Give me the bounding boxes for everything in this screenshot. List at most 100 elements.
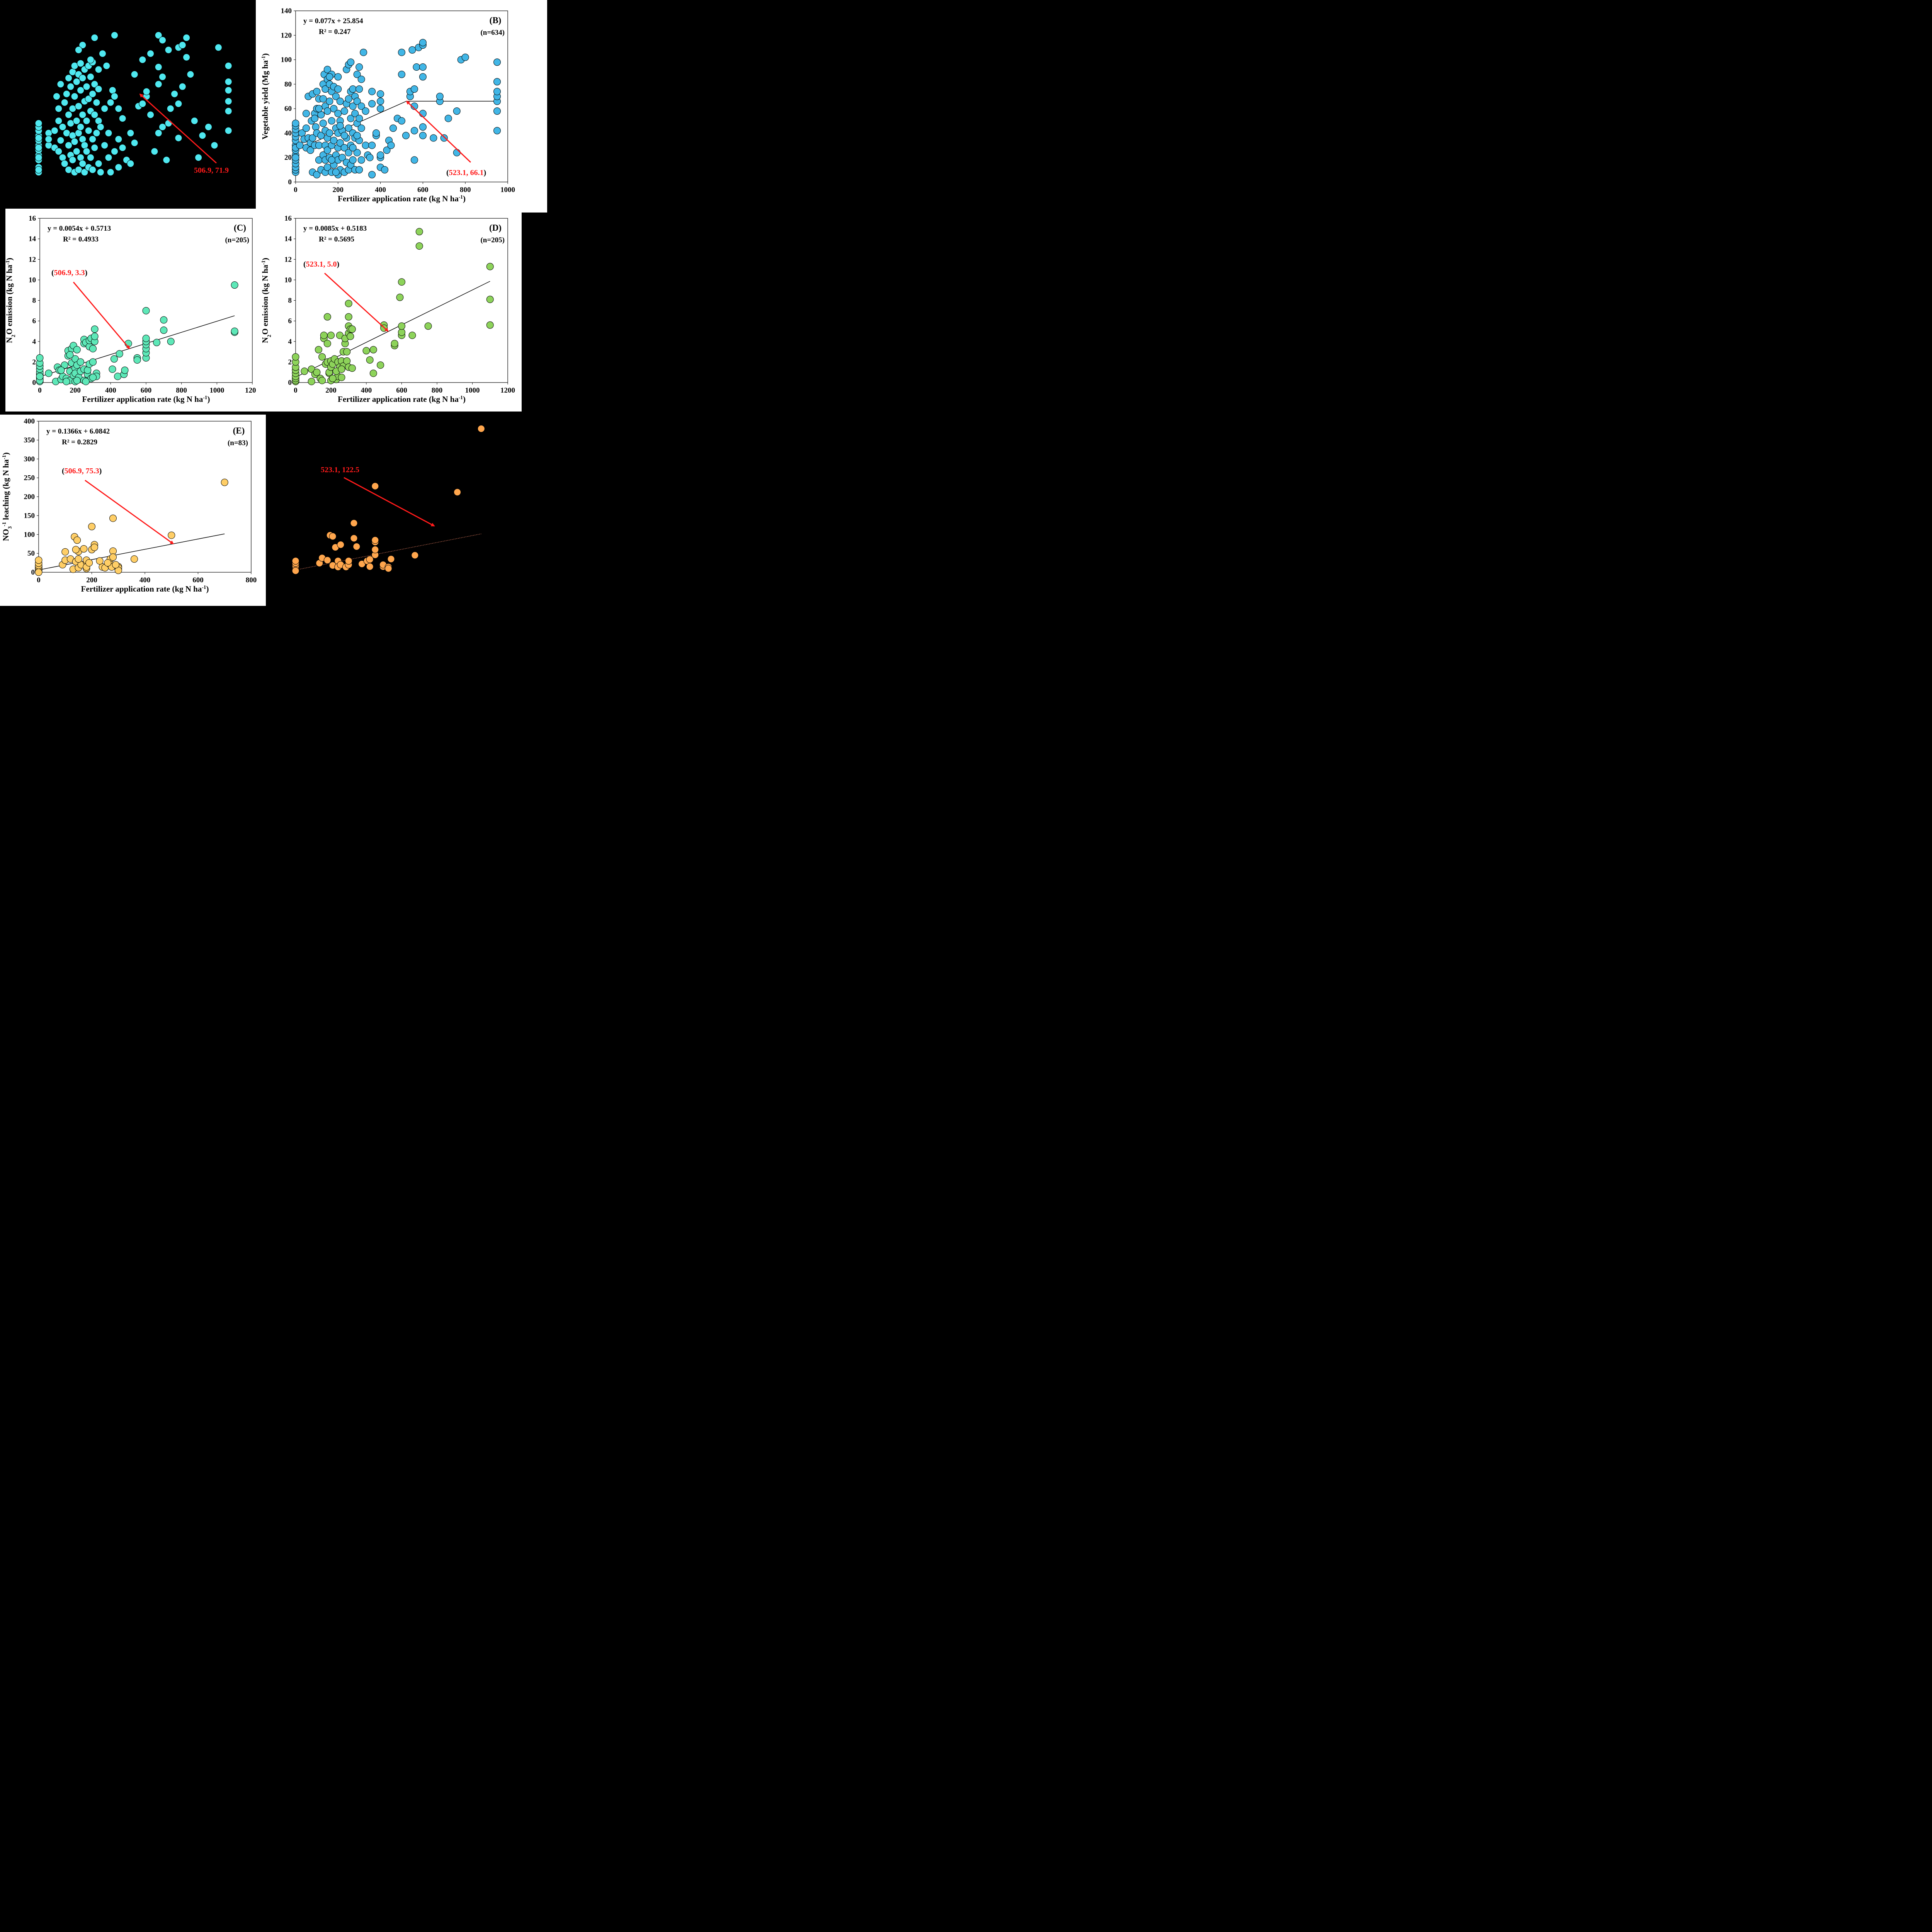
data-point — [349, 85, 357, 93]
data-point — [72, 546, 80, 553]
data-point — [168, 531, 175, 539]
data-point — [402, 132, 410, 139]
data-point — [121, 366, 129, 374]
data-point — [59, 123, 66, 131]
annotation-label-part: ( — [51, 269, 54, 277]
data-point — [75, 129, 82, 137]
data-point — [408, 46, 416, 54]
data-point — [411, 551, 419, 559]
annotation-label-part: 506.9, 3.3 — [54, 269, 85, 277]
data-point — [337, 541, 345, 549]
data-point — [493, 78, 501, 86]
data-point — [360, 49, 367, 56]
data-point — [328, 156, 335, 164]
data-point — [183, 53, 190, 61]
data-point — [410, 85, 418, 93]
y-tick-label: 200 — [24, 493, 35, 501]
y-tick-label: 6 — [288, 317, 292, 325]
data-point — [357, 156, 365, 164]
data-point — [99, 50, 106, 58]
data-point — [301, 367, 308, 375]
data-point — [85, 559, 93, 567]
data-point — [362, 347, 370, 355]
x-tick-label: 0 — [294, 386, 298, 395]
y-tick-label: 20 — [284, 154, 292, 162]
data-point — [85, 127, 92, 134]
data-point — [89, 135, 97, 143]
y-tick-label: 12 — [284, 255, 292, 264]
data-point — [334, 85, 342, 93]
x-axis-title: Fertilizer application rate (kg N ha-1) — [338, 194, 466, 204]
data-point — [353, 97, 361, 105]
x-axis-title-part: -1 — [459, 194, 463, 200]
data-point — [131, 555, 138, 563]
data-point — [160, 327, 168, 334]
data-point — [199, 132, 206, 139]
data-point — [89, 345, 97, 352]
data-point — [139, 56, 146, 64]
data-point — [91, 332, 99, 340]
x-tick-label: 600 — [141, 386, 152, 395]
x-axis-title: Fertilizer application rate (kg N ha-1) — [338, 395, 466, 404]
data-point — [116, 350, 123, 358]
data-point — [313, 368, 321, 376]
y-tick-label: 0 — [288, 379, 292, 387]
data-point — [179, 41, 186, 49]
data-point — [368, 171, 376, 179]
x-axis-title-part: Fertilizer application rate (kg N ha — [81, 584, 202, 594]
data-point — [89, 90, 97, 98]
data-point — [369, 346, 377, 354]
data-point — [167, 338, 175, 345]
x-tick-label: 200 — [70, 386, 81, 395]
data-point — [139, 100, 146, 107]
data-point — [419, 132, 427, 139]
x-tick-label: 600 — [396, 386, 407, 395]
data-point — [350, 534, 358, 542]
data-point — [65, 111, 73, 119]
data-point — [79, 111, 87, 119]
data-point — [55, 117, 63, 125]
data-point — [73, 346, 81, 354]
data-point — [308, 378, 315, 385]
data-point — [349, 156, 357, 164]
y-axis-title: N2O emission (kg N ha-1) — [5, 258, 16, 343]
annotation-label-part: ) — [85, 269, 88, 277]
data-point — [224, 97, 232, 105]
data-point — [75, 46, 82, 54]
data-point — [190, 117, 198, 125]
data-point — [461, 53, 469, 61]
data-point — [323, 556, 331, 564]
data-point — [410, 156, 418, 164]
data-point — [329, 374, 337, 382]
data-point — [57, 366, 65, 374]
data-point — [334, 73, 342, 81]
data-point — [73, 536, 81, 544]
data-point — [119, 144, 126, 151]
data-point — [345, 313, 352, 321]
x-axis-title: Fertilizer application rate (kg N ha-1) — [81, 584, 209, 594]
data-point — [195, 154, 202, 162]
data-point — [430, 134, 437, 142]
data-point — [111, 31, 118, 39]
x-axis-title-part: Fertilizer application rate (kg N ha — [338, 194, 459, 203]
data-point — [82, 378, 90, 385]
data-point — [221, 478, 228, 486]
data-point — [338, 365, 345, 373]
data-point — [320, 332, 328, 339]
data-point — [231, 327, 238, 335]
annotation-label-part: ) — [99, 467, 102, 475]
y-tick-label: 0 — [288, 178, 292, 186]
regression-equation: y = 0.1366x + 6.0842 — [46, 427, 110, 435]
panel-label: (D) — [489, 223, 502, 233]
data-point — [345, 124, 352, 132]
data-point — [398, 117, 405, 125]
data-point — [398, 328, 405, 336]
data-point — [357, 102, 365, 110]
data-point — [419, 63, 427, 71]
annotation-label-part: ) — [337, 260, 340, 269]
data-point — [93, 99, 100, 106]
data-point — [159, 36, 167, 44]
x-tick-label: 800 — [246, 576, 257, 584]
data-point — [396, 294, 404, 301]
data-point — [413, 63, 420, 71]
